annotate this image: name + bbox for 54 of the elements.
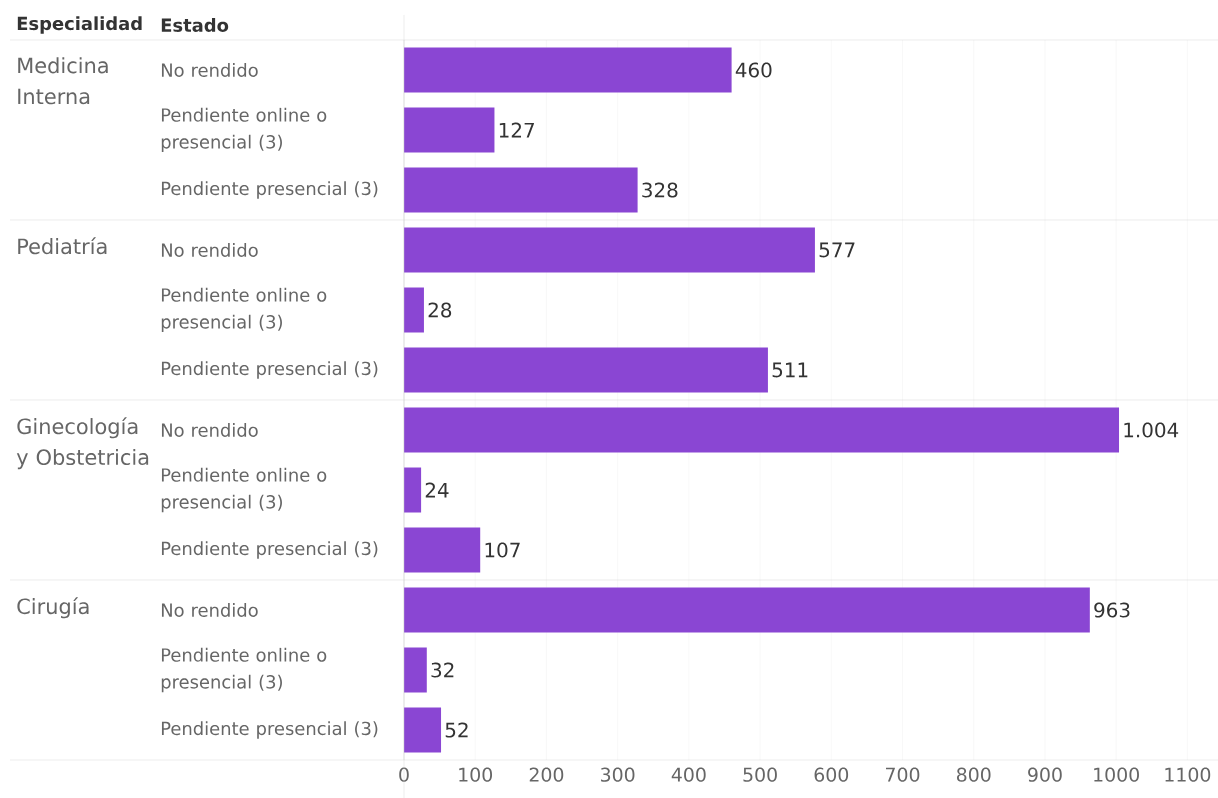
bar	[404, 527, 481, 573]
bar	[404, 287, 424, 333]
data-label: 963	[1094, 602, 1130, 618]
x-tick-label: 0	[399, 767, 409, 782]
data-label: 32	[431, 662, 454, 678]
x-tick-label: 1100	[1165, 767, 1211, 782]
bar	[404, 347, 768, 393]
y-tick-label: Pendiente presencial (3)	[161, 721, 378, 739]
bar	[404, 167, 638, 213]
y-tick-label: Pendiente online o presencial (3)	[161, 287, 327, 333]
bar	[404, 587, 1090, 633]
bar	[404, 707, 442, 753]
bar	[404, 647, 427, 693]
x-tick-label: 1000	[1094, 767, 1139, 782]
y-axis-title: Estado	[161, 18, 229, 32]
x-tick-label: 200	[529, 767, 564, 782]
y-tick-label: No rendido	[161, 603, 258, 617]
data-label: 577	[819, 242, 855, 258]
x-tick-label: 800	[956, 767, 991, 782]
y-tick-label: No rendido	[161, 63, 258, 77]
bar	[404, 107, 495, 153]
y-tick-label: No rendido	[161, 423, 258, 437]
data-label: 107	[485, 542, 520, 558]
y-tick-label: Pendiente presencial (3)	[161, 361, 378, 379]
bar	[404, 47, 732, 93]
text: Medicina Interna	[18, 57, 108, 105]
y-tick-label: Pendiente presencial (3)	[161, 541, 378, 559]
x-tick-label: 700	[886, 767, 920, 782]
x-tick-label: 400	[671, 767, 706, 782]
y-tick-label: Pendiente online o presencial (3)	[161, 107, 327, 153]
y-tick-label: No rendido	[161, 243, 258, 257]
y-tick-label: Pendiente online o presencial (3)	[161, 467, 327, 513]
data-label: 511	[772, 362, 808, 378]
bar	[404, 467, 422, 513]
x-tick-label: 300	[601, 767, 635, 782]
data-label: 328	[642, 182, 678, 198]
x-tick-label: 600	[814, 767, 849, 782]
y-tick-label: Pendiente presencial (3)	[161, 181, 378, 199]
data-label: 28	[428, 302, 452, 318]
x-tick-label: 500	[743, 767, 777, 782]
y-tick-label: Pendiente online o presencial (3)	[161, 647, 327, 693]
text: Especialidad	[17, 16, 142, 34]
bar	[404, 407, 1120, 453]
text: Ginecología y Obstetricia	[16, 417, 149, 470]
x-tick-label: 100	[459, 767, 493, 782]
data-label: 24	[425, 482, 449, 498]
text: Pediatría	[18, 237, 107, 255]
bar	[404, 227, 815, 273]
data-label: 127	[499, 122, 534, 138]
x-tick-label: 900	[1028, 767, 1062, 782]
data-label: 1.004	[1124, 422, 1179, 438]
data-label: 460	[735, 62, 772, 78]
data-label: 52	[445, 722, 468, 738]
text: Cirugía	[17, 597, 89, 619]
